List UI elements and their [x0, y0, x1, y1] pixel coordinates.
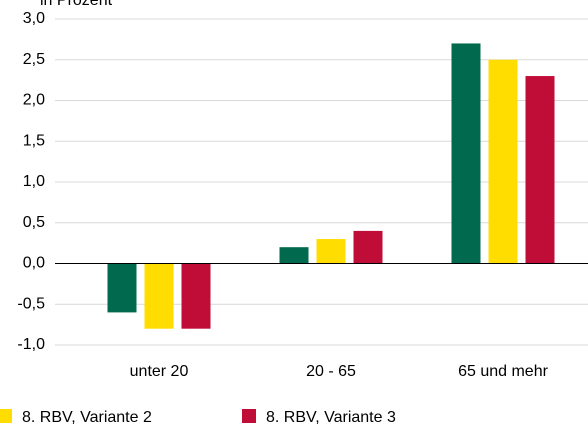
chart-subtitle: in Prozent [40, 0, 113, 9]
legend-label: 8. RBV, Variante 3 [266, 409, 396, 426]
y-tick-label: -0,5 [17, 295, 45, 312]
legend-swatch [0, 409, 12, 423]
y-tick-label: 1,0 [23, 173, 45, 190]
bar [525, 76, 555, 264]
x-tick-label: 20 - 65 [306, 363, 356, 380]
x-tick-label: 65 und mehr [458, 363, 549, 380]
y-tick-label: 0,0 [23, 255, 45, 272]
y-tick-label: -1,0 [17, 336, 45, 353]
bar [316, 239, 346, 264]
legend-label: 8. RBV, Variante 2 [22, 409, 152, 426]
y-tick-label: 0,5 [23, 214, 45, 231]
bar [353, 230, 383, 264]
bar [181, 263, 211, 329]
bar [488, 59, 518, 264]
bar [451, 43, 481, 264]
y-tick-label: 2,5 [23, 51, 45, 68]
bar [279, 247, 309, 264]
legend-swatch [242, 409, 256, 423]
bar [107, 263, 137, 313]
y-tick-label: 3,0 [23, 10, 45, 27]
y-tick-label: 1,5 [23, 132, 45, 149]
y-tick-label: 2,0 [23, 92, 45, 109]
x-tick-label: unter 20 [130, 363, 189, 380]
bar [144, 263, 174, 329]
